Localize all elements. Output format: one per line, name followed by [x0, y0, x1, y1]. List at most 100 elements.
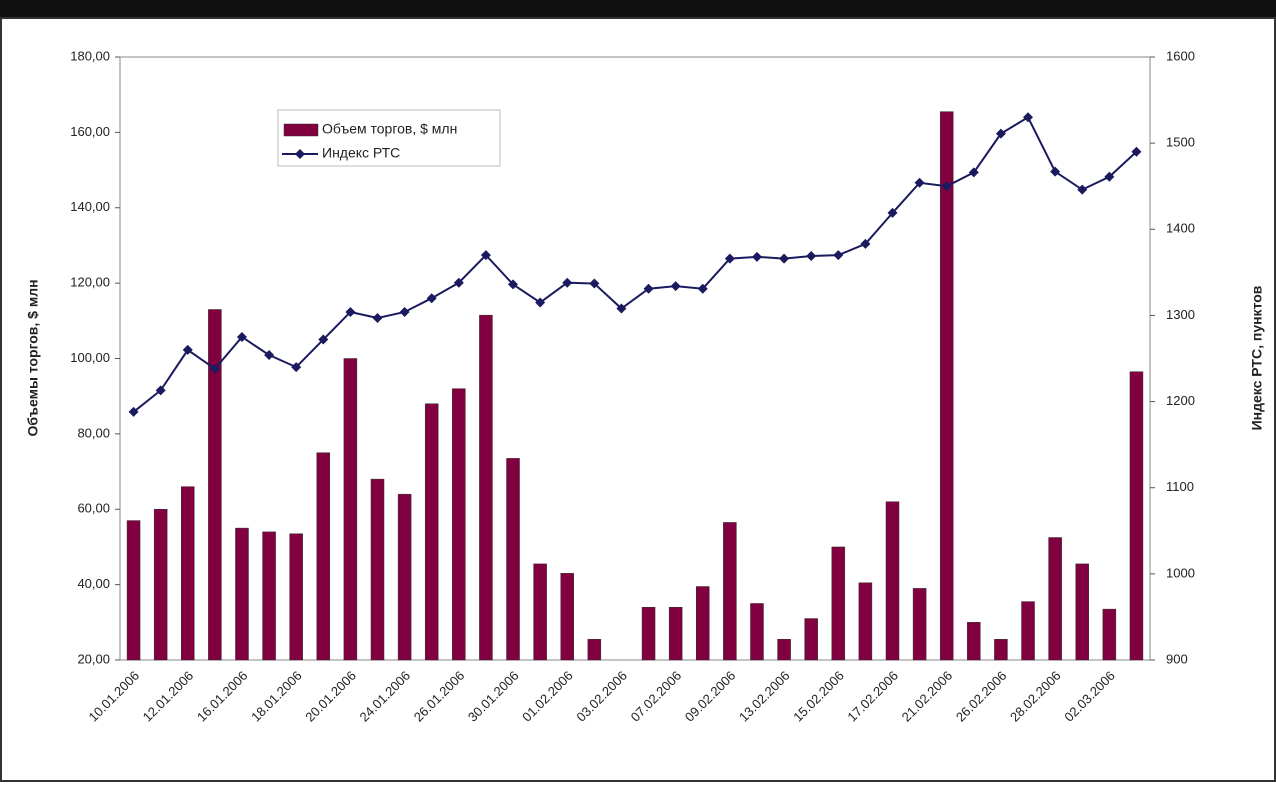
bar [533, 563, 547, 661]
bar [994, 639, 1008, 661]
y2-tick-label: 1200 [1166, 393, 1195, 408]
line-marker [1104, 171, 1115, 182]
line-marker [562, 277, 573, 288]
bar [1021, 601, 1035, 661]
line-marker [589, 278, 600, 289]
line-marker [697, 283, 708, 294]
bar [126, 520, 141, 661]
y2-tick-label: 1000 [1166, 565, 1195, 580]
bar [668, 606, 683, 661]
line-marker [779, 253, 790, 264]
x-tick-label: 21.02.2006 [899, 668, 956, 725]
x-tick-label: 02.03.2006 [1061, 668, 1118, 725]
line-marker [914, 177, 925, 188]
line-marker [724, 253, 735, 264]
line-marker [399, 306, 410, 317]
line-marker [1131, 146, 1142, 157]
y-tick-label: 120,00 [70, 275, 110, 290]
line-marker [1023, 112, 1034, 123]
top-bar [0, 0, 1276, 18]
x-tick-label: 24.01.2006 [357, 668, 414, 725]
line-marker [806, 250, 817, 261]
bar [1129, 371, 1144, 661]
y-tick-label: 20,00 [77, 651, 110, 666]
y2-tick-label: 1600 [1166, 48, 1195, 63]
line-marker [751, 251, 762, 262]
y-tick-label: 140,00 [70, 199, 110, 214]
line-marker [995, 128, 1006, 139]
line-marker [264, 350, 275, 361]
legend-marker [295, 149, 305, 159]
x-tick-label: 18.01.2006 [248, 668, 305, 725]
bar [343, 358, 358, 661]
bar [1048, 537, 1062, 661]
legend-label: Индекс РТС [322, 145, 400, 161]
bar [479, 314, 493, 661]
x-tick-label: 17.02.2006 [844, 668, 901, 725]
line-marker [236, 331, 247, 342]
y2-tick-label: 900 [1166, 651, 1188, 666]
line-marker [941, 181, 952, 192]
bar [777, 639, 791, 661]
x-tick-label: 26.01.2006 [411, 668, 468, 725]
bar [967, 622, 981, 661]
line-marker [535, 297, 546, 308]
bar [1075, 563, 1089, 661]
bar [316, 452, 331, 661]
line-marker [372, 313, 383, 324]
line-marker [860, 238, 871, 249]
bar [912, 588, 927, 661]
y-tick-label: 40,00 [77, 576, 110, 591]
line-marker [508, 279, 519, 290]
legend-label: Объем торгов, $ млн [322, 121, 457, 137]
line-series [132, 115, 1138, 413]
bar [696, 586, 710, 661]
bar [1102, 608, 1117, 661]
line-marker [670, 281, 681, 292]
y-tick-label: 80,00 [77, 425, 110, 440]
line-marker [453, 277, 464, 288]
bar [804, 618, 818, 661]
line-marker [643, 283, 654, 294]
bar [506, 458, 520, 661]
y2-axis-label: Индекс РТС, пунктов [1249, 285, 1265, 430]
bar [153, 509, 168, 661]
y-tick-label: 100,00 [70, 350, 110, 365]
line-marker [155, 385, 166, 396]
y2-tick-label: 1500 [1166, 135, 1195, 150]
bar [641, 606, 656, 661]
y-axis-label: Объемы торгов, $ млн [25, 279, 41, 436]
line-marker [1050, 166, 1061, 177]
bar [452, 388, 466, 661]
x-tick-label: 20.01.2006 [302, 668, 359, 725]
line-marker [833, 250, 844, 261]
bar [750, 603, 764, 661]
legend-box [277, 109, 501, 167]
x-tick-label: 15.02.2006 [790, 668, 847, 725]
y-tick-label: 180,00 [70, 48, 110, 63]
bar [939, 111, 954, 661]
x-tick-label: 03.02.2006 [573, 668, 630, 725]
y2-tick-label: 1100 [1166, 479, 1194, 494]
x-tick-label: 12.01.2006 [140, 668, 197, 725]
bar [397, 493, 412, 661]
bar [181, 486, 195, 661]
line-marker [182, 344, 193, 355]
line-marker [318, 334, 329, 345]
x-tick-label: 13.02.2006 [736, 668, 793, 725]
bar [208, 309, 222, 661]
legend-swatch [283, 123, 319, 137]
bar [587, 639, 602, 661]
line-marker [128, 406, 139, 417]
line-marker [209, 363, 220, 374]
x-tick-label: 10.01.2006 [85, 668, 142, 725]
bar [235, 527, 249, 661]
y-tick-label: 60,00 [77, 501, 110, 516]
x-tick-label: 30.01.2006 [465, 668, 522, 725]
y2-tick-label: 1300 [1166, 307, 1195, 322]
line-marker [291, 362, 302, 373]
x-tick-label: 28.02.2006 [1007, 668, 1064, 725]
x-tick-label: 09.02.2006 [682, 668, 739, 725]
line-marker [345, 306, 356, 317]
